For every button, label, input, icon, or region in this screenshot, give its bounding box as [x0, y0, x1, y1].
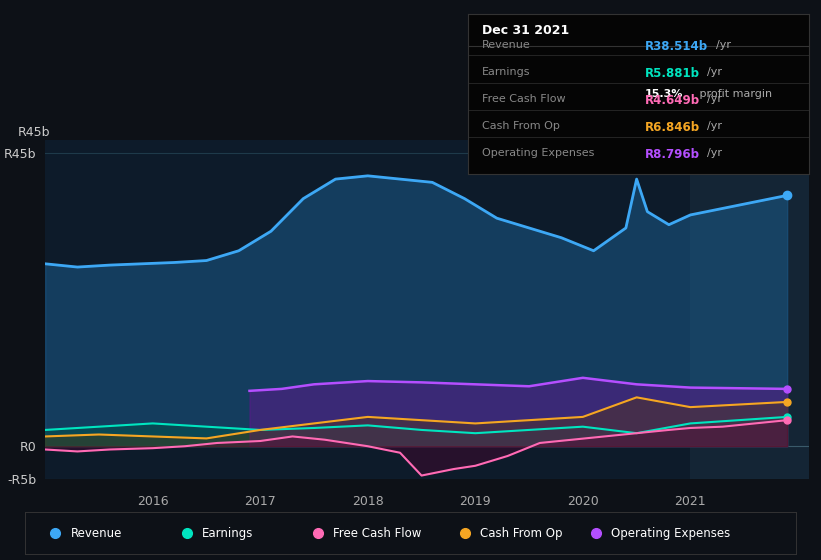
- Text: Free Cash Flow: Free Cash Flow: [482, 94, 565, 104]
- Text: /yr: /yr: [707, 67, 722, 77]
- Text: Dec 31 2021: Dec 31 2021: [482, 24, 569, 36]
- Text: Earnings: Earnings: [482, 67, 530, 77]
- Text: Operating Expenses: Operating Expenses: [611, 527, 731, 540]
- Text: profit margin: profit margin: [696, 89, 773, 99]
- Text: R45b: R45b: [18, 126, 51, 139]
- Text: R8.796b: R8.796b: [645, 148, 700, 161]
- Text: /yr: /yr: [716, 40, 731, 49]
- Text: R6.846b: R6.846b: [645, 121, 700, 134]
- Text: Cash From Op: Cash From Op: [482, 121, 559, 131]
- Text: /yr: /yr: [707, 94, 722, 104]
- Text: Revenue: Revenue: [482, 40, 530, 49]
- Text: Earnings: Earnings: [202, 527, 254, 540]
- Text: Free Cash Flow: Free Cash Flow: [333, 527, 422, 540]
- Text: 15.3%: 15.3%: [645, 89, 684, 99]
- Text: Cash From Op: Cash From Op: [480, 527, 562, 540]
- Text: R5.881b: R5.881b: [645, 67, 700, 80]
- Text: Revenue: Revenue: [71, 527, 122, 540]
- Bar: [690, 140, 809, 479]
- Text: /yr: /yr: [707, 121, 722, 131]
- Text: R38.514b: R38.514b: [645, 40, 709, 53]
- Text: Operating Expenses: Operating Expenses: [482, 148, 594, 158]
- Text: R4.649b: R4.649b: [645, 94, 700, 107]
- Text: /yr: /yr: [707, 148, 722, 158]
